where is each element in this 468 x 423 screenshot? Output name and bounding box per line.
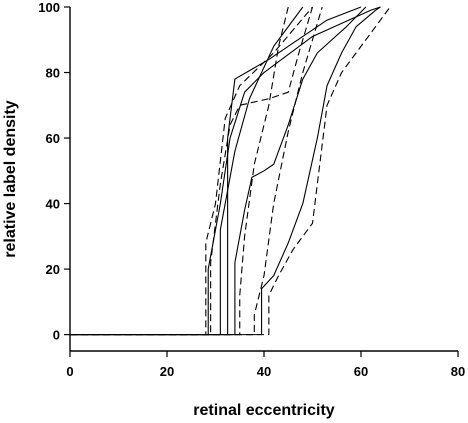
y-tick-label: 40	[46, 197, 60, 212]
series-line-1	[70, 6, 381, 336]
series-layer	[70, 6, 391, 336]
y-tick-label: 0	[53, 328, 60, 343]
series-line-8	[70, 6, 289, 336]
x-axis-ticks: 0 20 40 60 80	[66, 351, 465, 379]
series-line-4	[70, 6, 367, 336]
y-tick-label: 20	[46, 262, 60, 277]
x-tick-label: 40	[257, 364, 271, 379]
y-axis-ticks: 0 20 40 60 80 100	[38, 0, 70, 343]
series-line-2	[70, 6, 362, 336]
x-tick-label: 20	[160, 364, 174, 379]
series-line-5	[70, 6, 381, 336]
series-line-9	[70, 6, 323, 336]
x-tick-label: 80	[451, 364, 465, 379]
series-line-7	[70, 6, 314, 336]
x-tick-label: 60	[354, 364, 368, 379]
x-tick-label: 0	[66, 364, 73, 379]
series-line-10	[70, 6, 391, 336]
y-tick-label: 80	[46, 66, 60, 81]
y-tick-label: 100	[38, 0, 60, 15]
x-axis-label: retinal eccentricity	[193, 402, 335, 419]
y-tick-label: 60	[46, 131, 60, 146]
series-line-6	[70, 6, 313, 336]
series-line-3	[70, 6, 304, 336]
y-axis-label: relative label density	[2, 100, 19, 258]
